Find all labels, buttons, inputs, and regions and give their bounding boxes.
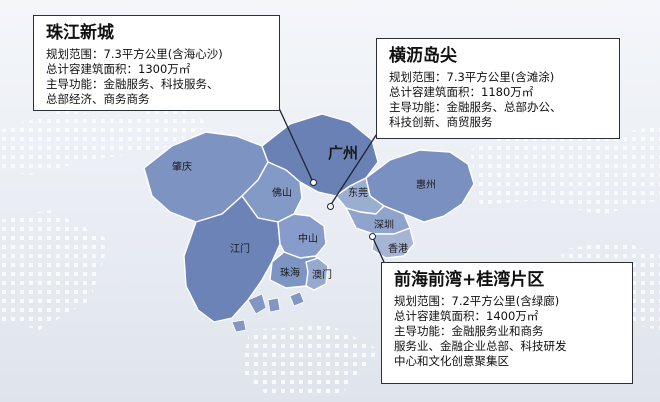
city-label-shenzhen: 深圳: [374, 220, 394, 231]
card-hengli-function: 主导功能：金融服务、总部办公、: [389, 100, 562, 114]
city-label-zhuhai: 珠海: [280, 268, 300, 279]
leader-lines: [277, 105, 385, 263]
city-label-zhongshan: 中山: [298, 234, 318, 245]
card-hengli-title: 横沥岛尖: [389, 46, 457, 66]
city-label-zhaoqing: 肇庆: [172, 162, 192, 173]
card-qianhai-function-cont2: 中心和文化创意聚集区: [394, 354, 509, 368]
marker-zhujiang: [310, 179, 317, 186]
islands: [231, 291, 305, 333]
card-qianhai-range: 规划范围：7.2平方公里(含绿廊): [394, 294, 560, 308]
card-zhujiang: 珠江新城 规划范围：7.3平方公里(含海心沙) 总计容建筑面积：1300万㎡ 主…: [33, 15, 280, 111]
card-qianhai: 前海前湾+桂湾片区 规划范围：7.2平方公里(含绿廊) 总计容建筑面积：1400…: [381, 262, 633, 384]
marker-hengli: [327, 203, 334, 210]
region-zhongshan: [277, 213, 327, 259]
card-hengli: 横沥岛尖 规划范围：7.3平方公里(含滩涂) 总计容建筑面积：1180万㎡ 主导…: [376, 38, 620, 139]
region-hongkong: [371, 227, 415, 259]
leader-line-qianhai: [371, 235, 385, 263]
card-zhujiang-title: 珠江新城: [46, 23, 114, 43]
card-qianhai-area: 总计容建筑面积：1400万㎡: [394, 309, 539, 323]
region-shenzhen: [345, 205, 411, 235]
card-qianhai-title: 前海前湾+桂湾片区: [394, 270, 545, 290]
card-hengli-area: 总计容建筑面积：1180万㎡: [389, 85, 534, 99]
card-hengli-function-cont: 科技创新、商贸服务: [389, 115, 493, 129]
city-label-huizhou: 惠州: [416, 180, 436, 191]
city-label-jiangmen: 江门: [230, 244, 250, 255]
card-zhujiang-range: 规划范围：7.3平方公里(含海心沙): [46, 47, 223, 61]
leader-line-zhujiang: [277, 105, 314, 183]
city-label-macau: 澳门: [312, 270, 332, 281]
city-label-dongguan: 东莞: [348, 188, 368, 199]
card-hengli-range: 规划范围：7.3平方公里(含滩涂): [389, 70, 555, 84]
leader-line-hengli: [329, 125, 383, 207]
card-qianhai-function: 主导功能：金融服务业和商务: [394, 324, 544, 338]
city-label-guangzhou: 广州: [328, 144, 359, 162]
card-zhujiang-area: 总计容建筑面积：1300万㎡: [46, 62, 191, 76]
city-label-foshan: 佛山: [272, 188, 292, 199]
card-zhujiang-function-cont: 总部经济、商务商务: [46, 92, 150, 106]
region-jiangmen: [183, 195, 281, 323]
region-macau: [305, 257, 329, 291]
card-zhujiang-function: 主导功能：金融服务、科技服务、: [46, 77, 219, 91]
card-qianhai-function-cont: 服务业、金融企业总部、科技研发: [394, 339, 567, 353]
city-label-hongkong: 香港: [388, 244, 408, 255]
marker-qianhai: [369, 233, 376, 240]
